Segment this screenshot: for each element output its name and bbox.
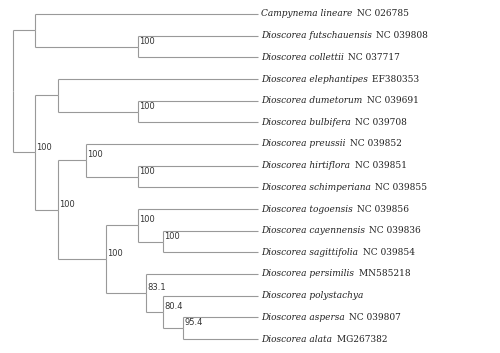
Text: 100: 100 xyxy=(164,232,180,241)
Text: Dioscorea preussii: Dioscorea preussii xyxy=(261,139,345,149)
Text: EF380353: EF380353 xyxy=(370,74,420,84)
Text: NC 039855: NC 039855 xyxy=(372,183,428,192)
Text: MG267382: MG267382 xyxy=(334,335,387,343)
Text: MN585218: MN585218 xyxy=(356,269,410,279)
Text: NC 039852: NC 039852 xyxy=(347,139,402,149)
Text: 100: 100 xyxy=(60,200,75,209)
Text: Dioscorea collettii: Dioscorea collettii xyxy=(261,53,344,62)
Text: 100: 100 xyxy=(107,249,123,258)
Text: Dioscorea polystachya: Dioscorea polystachya xyxy=(261,291,364,300)
Text: Dioscorea dumetorum: Dioscorea dumetorum xyxy=(261,96,362,105)
Text: 100: 100 xyxy=(140,215,155,225)
Text: 100: 100 xyxy=(140,167,155,176)
Text: Dioscorea futschauensis: Dioscorea futschauensis xyxy=(261,31,372,40)
Text: Dioscorea cayennensis: Dioscorea cayennensis xyxy=(261,226,365,235)
Text: Dioscorea elephantipes: Dioscorea elephantipes xyxy=(261,74,368,84)
Text: 83.1: 83.1 xyxy=(147,283,166,292)
Text: 100: 100 xyxy=(36,143,52,152)
Text: 80.4: 80.4 xyxy=(164,302,183,311)
Text: Dioscorea persimilis: Dioscorea persimilis xyxy=(261,269,354,279)
Text: Dioscorea aspersa: Dioscorea aspersa xyxy=(261,313,345,322)
Text: Dioscorea schimperiana: Dioscorea schimperiana xyxy=(261,183,371,192)
Text: Dioscorea alata: Dioscorea alata xyxy=(261,335,332,343)
Text: NC 039691: NC 039691 xyxy=(364,96,418,105)
Text: NC 039836: NC 039836 xyxy=(366,226,421,235)
Text: NC 039808: NC 039808 xyxy=(374,31,428,40)
Text: Campynema lineare: Campynema lineare xyxy=(261,10,352,18)
Text: NC 039708: NC 039708 xyxy=(352,118,407,127)
Text: NC 039854: NC 039854 xyxy=(360,248,414,257)
Text: NC 039851: NC 039851 xyxy=(352,161,406,170)
Text: NC 039807: NC 039807 xyxy=(346,313,401,322)
Text: NC 039856: NC 039856 xyxy=(354,204,409,214)
Text: 100: 100 xyxy=(87,150,103,160)
Text: Dioscorea sagittifolia: Dioscorea sagittifolia xyxy=(261,248,358,257)
Text: NC 037717: NC 037717 xyxy=(346,53,400,62)
Text: Dioscorea bulbifera: Dioscorea bulbifera xyxy=(261,118,351,127)
Text: Dioscorea togoensis: Dioscorea togoensis xyxy=(261,204,353,214)
Text: NC 026785: NC 026785 xyxy=(354,10,409,18)
Text: Dioscorea hirtiflora: Dioscorea hirtiflora xyxy=(261,161,350,170)
Text: 95.4: 95.4 xyxy=(184,318,203,327)
Text: 100: 100 xyxy=(140,37,155,46)
Text: 100: 100 xyxy=(140,102,155,111)
